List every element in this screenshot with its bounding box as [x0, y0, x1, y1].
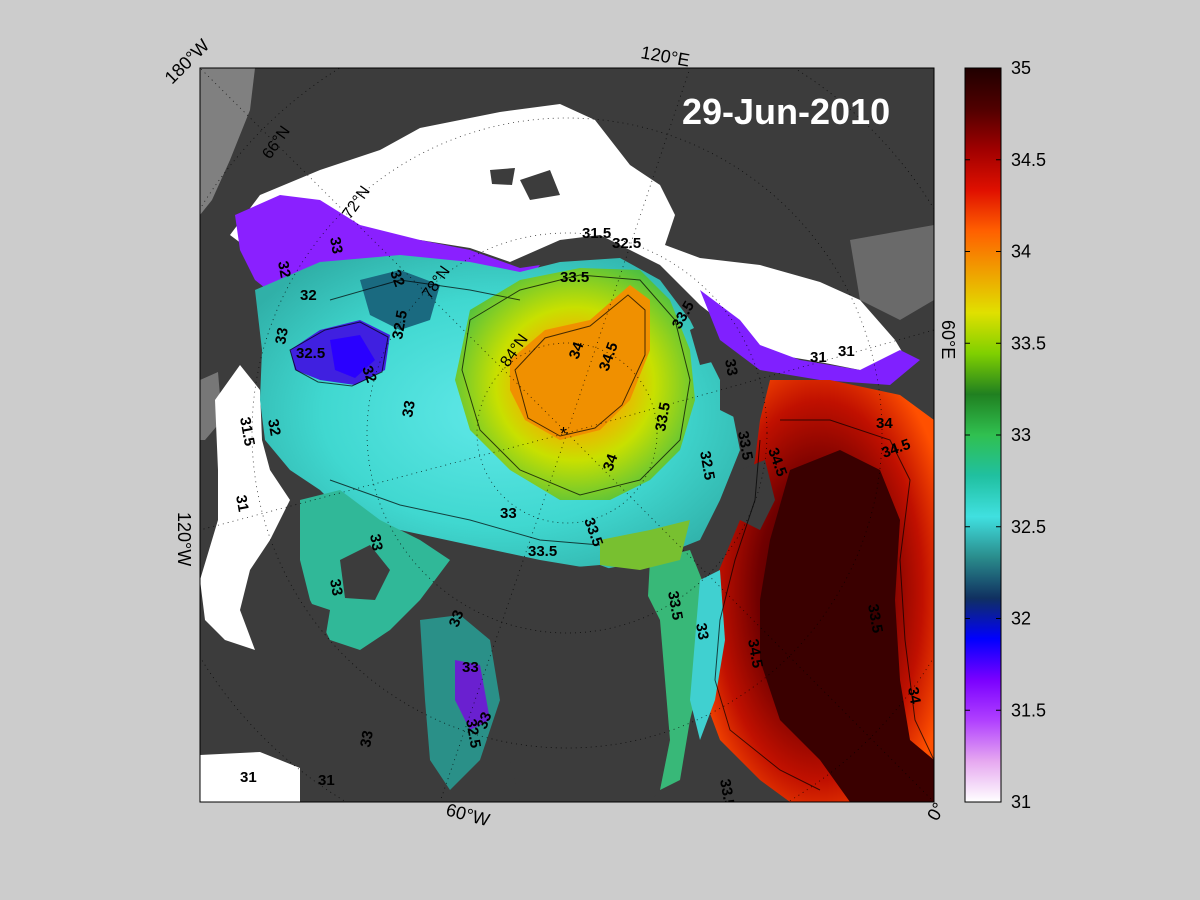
contour-label: 33.5	[652, 401, 674, 433]
longitude-label-0: 0°	[923, 799, 949, 824]
contour-label: 33	[692, 622, 712, 641]
contour-label: 33	[357, 729, 377, 748]
contour-label: 34	[904, 686, 924, 706]
contour-label: 32.5	[389, 309, 411, 341]
colorbar-tick-label: 33.5	[1011, 333, 1046, 353]
contour-label: 31	[232, 494, 252, 513]
sea-ice-region	[200, 365, 290, 650]
salinity-field-atlantic-core	[760, 450, 934, 802]
colorbar-tick-label: 34	[1011, 242, 1031, 262]
salinity-field-mid	[360, 270, 440, 330]
map-area: 33.5 34 34.5 34 33.5 33 32.5 33 32 32.5 …	[200, 68, 934, 810]
contour-label: 31	[318, 772, 335, 789]
salinity-field-coastal	[600, 520, 690, 570]
archipelago-island	[720, 380, 745, 420]
archipelago-island	[340, 545, 390, 600]
contour-label: 33	[474, 710, 496, 731]
contour-label: 32.5	[612, 235, 641, 252]
contour-label: 33.5	[664, 590, 686, 622]
contour-label: 34	[876, 415, 893, 432]
contour-label: 33	[326, 236, 346, 255]
colorbar-tick-label: 34.5	[1011, 150, 1046, 170]
contour-label: 33.5	[864, 603, 886, 635]
colorbar-tick-label: 32.5	[1011, 517, 1046, 537]
archipelago-island	[490, 168, 515, 185]
contour-label: 33	[462, 659, 479, 676]
sea-ice-region	[230, 104, 910, 372]
contour-label: 33	[721, 358, 741, 377]
contour-label: 31	[838, 343, 855, 360]
date-title: 29-Jun-2010	[682, 91, 890, 132]
contour-label: 32	[274, 260, 294, 279]
contour-label: 33	[399, 399, 419, 418]
longitude-label-60e: 60°E	[938, 320, 958, 359]
contour-label: 33	[326, 578, 346, 597]
contour-label: 33.5	[528, 543, 557, 560]
archipelago-island	[385, 630, 420, 700]
salinity-field-purple-rim	[455, 660, 490, 730]
contour-lines	[289, 274, 934, 791]
colorbar	[964, 67, 1002, 803]
contour-label: 33	[366, 533, 386, 552]
contour-label: 31	[240, 769, 257, 786]
graticule	[200, 68, 934, 802]
colorbar-tick-label: 35	[1011, 58, 1031, 78]
colorbar-tick-label: 31	[1011, 792, 1031, 812]
archipelago-island	[740, 460, 775, 530]
longitude-label-120w: 120°W	[174, 512, 194, 566]
land-shelf-region	[200, 68, 255, 215]
contour-labels: 33.5 34 34.5 34 33.5 33 32.5 33 32 32.5 …	[232, 225, 924, 810]
contour-label: 31	[810, 349, 827, 366]
contour-label: 33	[446, 608, 468, 629]
contour-label: 33.5	[716, 778, 738, 810]
salinity-field-coastal	[690, 570, 725, 740]
contour-label: 32.5	[296, 345, 325, 362]
contour-label: 33	[500, 505, 517, 522]
salinity-field-central-high	[510, 285, 650, 440]
contour-label: 31.5	[582, 225, 611, 242]
archipelago-island	[300, 600, 330, 645]
archipelago-island	[520, 170, 560, 200]
contour-label: 32	[264, 418, 284, 437]
colorbar-ticks: 35 34.5 34 33.5 33 32.5 32 31.5 31	[965, 58, 1046, 812]
colorbar-tick-label: 31.5	[1011, 700, 1046, 720]
contour-label: 33.5	[560, 269, 589, 286]
contour-label: 32.5	[696, 450, 718, 482]
longitude-label-60w: 60°W	[444, 800, 492, 831]
longitude-label-120e: 120°E	[639, 42, 691, 70]
map-border	[199, 67, 935, 803]
contour-label: 34	[600, 451, 622, 473]
contour-label: 34.5	[744, 638, 766, 670]
salinity-field-low	[330, 335, 375, 378]
contour-label: 32	[386, 268, 408, 289]
sea-ice-region	[200, 752, 300, 802]
archipelago-island	[690, 320, 720, 365]
contour-label: 34	[566, 339, 588, 361]
archipelago-island	[290, 670, 350, 730]
colorbar-tick-label: 33	[1011, 425, 1031, 445]
colorbar-tick-label: 32	[1011, 609, 1031, 629]
salinity-field-purple-rim	[700, 290, 920, 385]
north-pole-marker: *	[560, 424, 567, 444]
contour-label: 32.5	[462, 718, 484, 750]
land-shelf-region	[850, 225, 934, 320]
contour-label: 32	[300, 287, 317, 304]
contour-label: 31.5	[236, 416, 258, 448]
contour-label: 33.5	[734, 430, 756, 462]
contour-label: 33	[272, 326, 292, 345]
contour-label: 32	[358, 364, 380, 385]
greenland-landmass	[495, 565, 670, 802]
